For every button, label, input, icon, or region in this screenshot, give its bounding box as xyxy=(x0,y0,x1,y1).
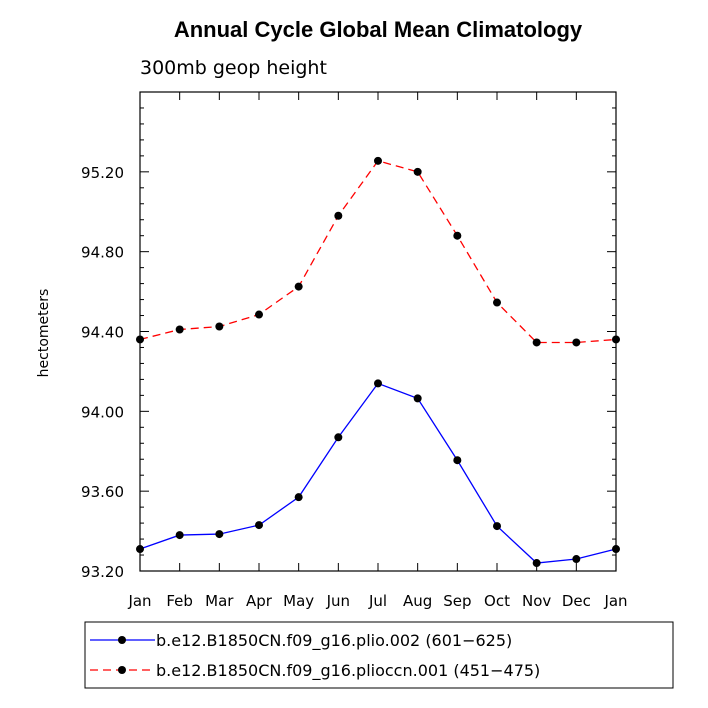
x-tick-label: Mar xyxy=(205,592,234,610)
legend-marker-1 xyxy=(118,636,126,644)
legend-marker-2 xyxy=(118,666,126,674)
series-1-point xyxy=(374,379,382,388)
chart-title: Annual Cycle Global Mean Climatology xyxy=(174,17,583,42)
x-tick-label: Jun xyxy=(326,592,350,610)
series-1-point xyxy=(294,493,303,502)
x-tick-label: May xyxy=(283,592,314,610)
series-2-point xyxy=(334,211,343,220)
series-2-point xyxy=(136,335,144,344)
series-1-point xyxy=(413,394,422,403)
series-1-point xyxy=(453,456,462,465)
series-1-point xyxy=(334,433,343,442)
x-tick-label: Sep xyxy=(443,592,471,610)
series-1-point xyxy=(175,531,184,540)
y-tick-label: 93.20 xyxy=(81,563,124,581)
series-line-1 xyxy=(139,382,617,564)
x-tick-label: Dec xyxy=(562,592,591,610)
series-2-point xyxy=(294,282,303,291)
series-2-point xyxy=(572,338,581,347)
legend-label-1: b.e12.B1850CN.f09_g16.plio.002 (601−625) xyxy=(156,631,512,651)
series-line-2 xyxy=(139,160,617,344)
series-1-point xyxy=(136,545,144,554)
x-tick-label: Oct xyxy=(484,592,510,610)
y-tick-label: 94.00 xyxy=(81,403,124,421)
series-2-point xyxy=(493,298,501,307)
series-2-point xyxy=(453,231,462,240)
y-axis-label: hectometers xyxy=(36,289,52,378)
x-tick-label: Aug xyxy=(403,592,432,610)
series-1-point xyxy=(572,555,581,564)
x-tick-label: Apr xyxy=(246,592,273,610)
x-tick-label: Jan xyxy=(127,592,151,610)
series-2-point xyxy=(374,156,382,165)
series-1-point xyxy=(255,521,263,530)
legend-label-2: b.e12.B1850CN.f09_g16.plioccn.001 (451−4… xyxy=(156,661,540,681)
axes-group: Jan Feb Mar Apr May Jun Jul Aug Sep Oct Nov Dec Jan9… xyxy=(81,91,628,610)
legend: b.e12.B1850CN.f09_g16.plio.002 (601−625)… xyxy=(84,621,674,689)
chart-subtitle: 300mb geop height xyxy=(140,57,327,79)
series-1-point xyxy=(532,559,541,568)
series-2-point xyxy=(612,335,620,344)
series-2-point xyxy=(255,310,263,319)
y-tick-label: 94.80 xyxy=(81,244,124,262)
legend-box xyxy=(84,621,674,689)
series-1-point xyxy=(215,530,224,539)
x-tick-label: Nov xyxy=(522,592,551,610)
x-tick-label: Jan xyxy=(603,592,627,610)
x-tick-label: Feb xyxy=(166,592,193,610)
y-tick-label: 95.20 xyxy=(81,164,124,182)
series-1-point xyxy=(612,545,620,554)
series-2-point xyxy=(413,167,422,176)
series-2-point xyxy=(175,325,184,334)
x-tick-label: Jul xyxy=(368,592,387,610)
y-tick-label: 93.60 xyxy=(81,483,124,501)
series-1-point xyxy=(493,522,501,531)
y-tick-label: 94.40 xyxy=(81,324,124,342)
series-layer xyxy=(136,156,620,568)
series-2-point xyxy=(215,322,224,331)
series-2-point xyxy=(532,338,541,347)
